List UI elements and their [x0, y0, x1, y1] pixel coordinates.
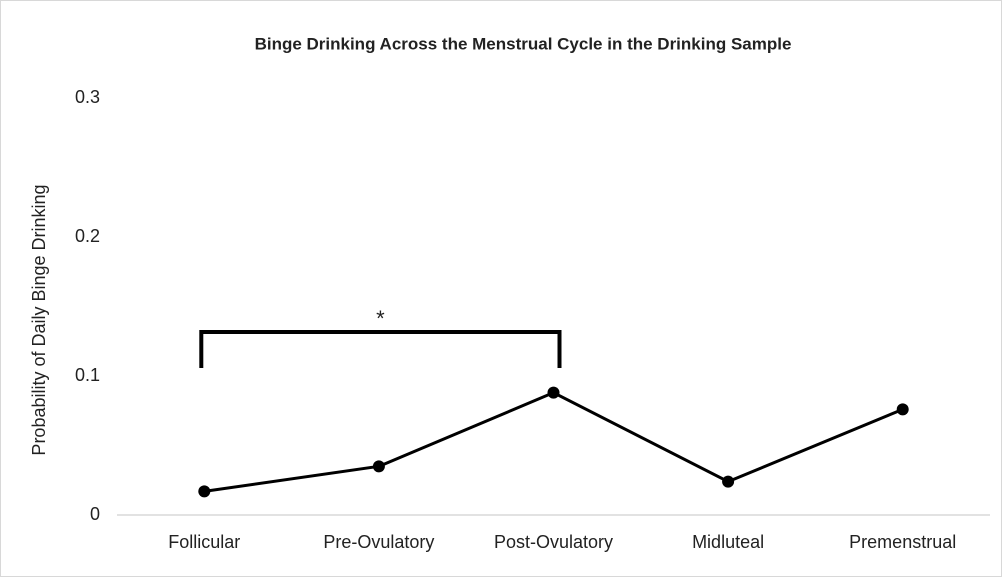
x-tick-label: Post-Ovulatory [494, 532, 613, 552]
marker [896, 403, 909, 416]
marker [547, 386, 560, 399]
marker [198, 485, 211, 498]
y-tick-label: 0.2 [75, 226, 100, 246]
x-tick-label: Pre-Ovulatory [323, 532, 434, 552]
y-tick-label: 0 [90, 504, 100, 524]
marker [372, 460, 385, 473]
x-tick-label: Midluteal [692, 532, 764, 552]
y-tick-label: 0.1 [75, 365, 100, 385]
annotation: * [376, 306, 385, 331]
y-axis-label: Probability of Daily Binge Drinking [29, 184, 49, 455]
y-tick-label: 0.3 [75, 87, 100, 107]
chart-title: Binge Drinking Across the Menstrual Cycl… [255, 34, 792, 53]
marker [722, 475, 735, 488]
x-tick-label: Premenstrual [849, 532, 956, 552]
x-tick-label: Follicular [168, 532, 240, 552]
significance-bracket [199, 330, 562, 368]
